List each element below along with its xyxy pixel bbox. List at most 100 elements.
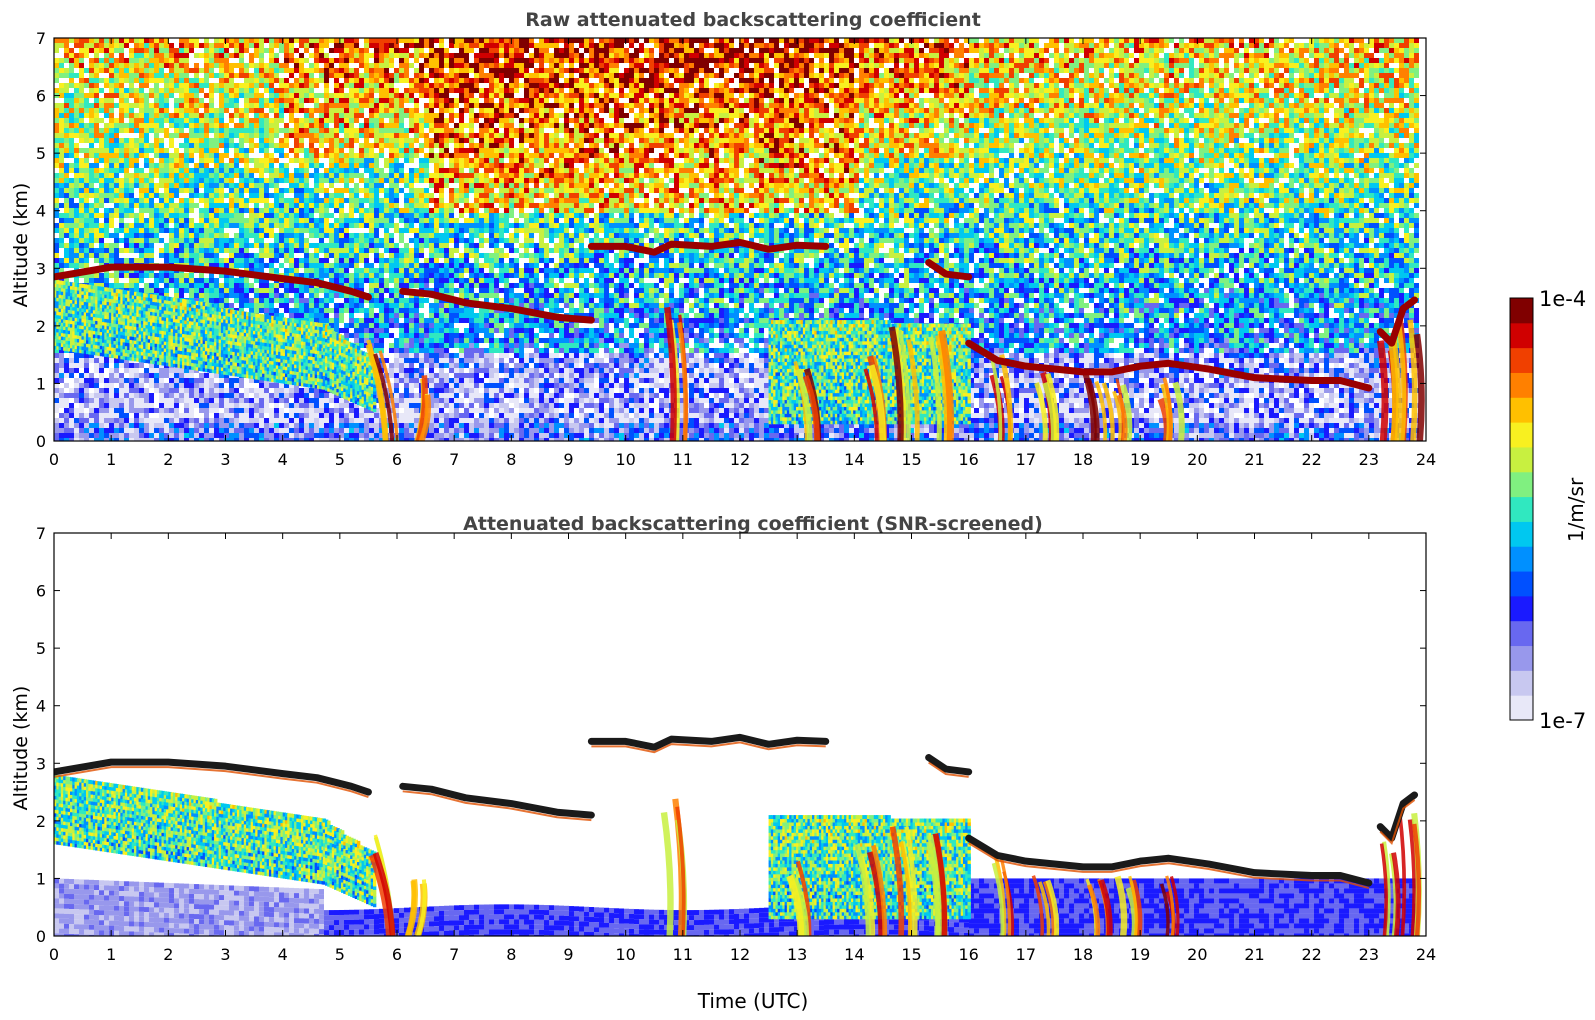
noise-cell [1329,88,1334,93]
noise-cell [804,48,809,53]
noise-cell [484,108,489,113]
noise-cell [1069,98,1074,103]
noise-cell [1099,113,1104,118]
noise-cell [1314,118,1319,123]
noise-cell [324,128,329,133]
noise-cell [1274,38,1279,43]
noise-cell [84,93,89,98]
noise-cell [939,88,944,93]
noise-cell [129,48,134,53]
noise-cell [1079,133,1084,138]
noise-cell [609,93,614,98]
noise-cell [1089,43,1094,48]
noise-cell [139,43,144,48]
noise-cell [99,103,104,108]
noise-cell [1214,43,1219,48]
noise-cell [144,58,149,63]
noise-cell [584,73,589,78]
noise-cell [779,58,784,63]
noise-cell [1199,113,1204,118]
noise-cell [1169,38,1174,43]
noise-cell [894,43,899,48]
noise-cell [84,83,89,88]
noise-cell [1069,83,1074,88]
noise-cell [624,48,629,53]
noise-cell [1229,78,1234,83]
noise-cell [369,78,374,83]
noise-cell [1089,48,1094,53]
noise-cell [1319,48,1324,53]
noise-cell [1064,118,1069,123]
noise-cell [124,103,129,108]
noise-cell [1339,38,1344,43]
noise-cell [1109,58,1114,63]
noise-cell [1319,73,1324,78]
noise-cell [359,123,364,128]
noise-cell [454,88,459,93]
noise-cell [329,68,334,73]
noise-cell [534,103,539,108]
noise-cell [534,48,539,53]
noise-cell [759,58,764,63]
noise-cell [779,78,784,83]
noise-cell [299,78,304,83]
noise-cell [479,133,484,138]
noise-cell [259,98,264,103]
noise-cell [789,123,794,128]
noise-cell [1229,98,1234,103]
noise-cell [449,108,454,113]
noise-cell [1204,93,1209,98]
noise-cell [644,48,649,53]
noise-cell [1389,83,1394,88]
noise-cell [564,103,569,108]
noise-cell [984,53,989,58]
noise-cell [1004,128,1009,133]
noise-cell [519,48,524,53]
noise-cell [824,68,829,73]
noise-cell [1059,63,1064,68]
noise-cell [1134,38,1139,43]
noise-cell [139,108,144,113]
noise-cell [729,88,734,93]
noise-cell [699,123,704,128]
noise-cell [519,53,524,58]
noise-cell [249,38,254,43]
noise-cell [704,113,709,118]
noise-cell [1339,103,1344,108]
noise-cell [354,138,359,143]
noise-cell [764,93,769,98]
noise-cell [1269,118,1274,123]
noise-cell [54,68,59,73]
noise-cell [854,93,859,98]
noise-cell [964,93,969,98]
noise-cell [174,53,179,58]
noise-cell [734,113,739,118]
noise-cell [79,88,84,93]
noise-cell [164,58,169,63]
noise-cell [144,63,149,68]
noise-cell [274,38,279,43]
noise-cell [929,48,934,53]
noise-cell [864,118,869,123]
noise-cell [1074,83,1079,88]
noise-cell [399,68,404,73]
noise-cell [234,48,239,53]
noise-cell [509,93,514,98]
noise-cell [1379,58,1384,63]
noise-cell [364,38,369,43]
noise-cell [329,133,334,138]
noise-cell [134,63,139,68]
noise-cell [1039,118,1044,123]
noise-cell [1219,103,1224,108]
noise-cell [969,93,974,98]
noise-cell [1179,123,1184,128]
noise-cell [1314,88,1319,93]
noise-cell [1284,108,1289,113]
noise-cell [1349,118,1354,123]
noise-cell [1014,78,1019,83]
noise-cell [679,53,684,58]
noise-cell [579,78,584,83]
noise-cell [254,93,259,98]
noise-cell [1294,48,1299,53]
noise-cell [369,83,374,88]
